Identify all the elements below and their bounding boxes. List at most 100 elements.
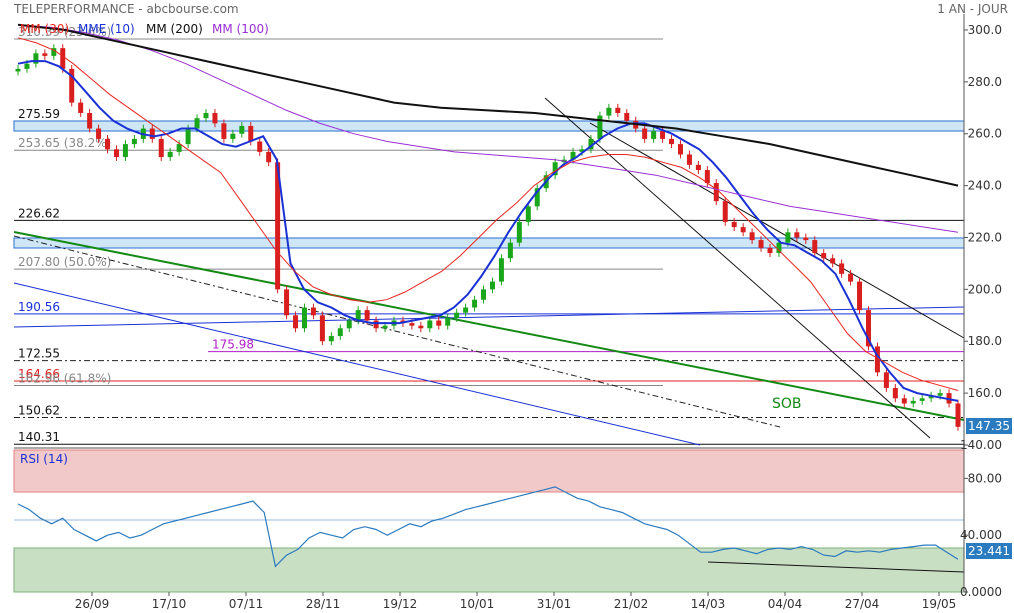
candle-body (686, 154, 692, 165)
candle-body (328, 336, 334, 342)
legend: MM (30) MME (10) MM (200) MM (100) (20, 22, 269, 36)
trendlines-layer (13, 97, 965, 573)
candle-body (96, 128, 102, 139)
price-tick-label: 220.0 (968, 230, 1002, 244)
rsi-oversold-zone (13, 547, 965, 593)
level-label: 207.80 (50.0%) (18, 255, 111, 269)
candle-body (570, 151, 576, 160)
candle-body (812, 240, 818, 254)
price-tick-label: 300.0 (968, 23, 1002, 37)
chart-title: TELEPERFORMANCE - abcbourse.com (13, 2, 239, 16)
x-tick-label: 19/12 (383, 597, 418, 611)
rsi-tick-label: 40.000 (960, 528, 1002, 542)
candle-body (239, 125, 245, 134)
candle-body (740, 227, 746, 233)
price-tick-label: 260.0 (968, 127, 1002, 141)
level-label: 164.66 (18, 367, 60, 381)
legend-mm30: MM (30) (20, 22, 69, 36)
ma-line (17, 60, 959, 402)
candle-body (883, 372, 889, 388)
candle-body (955, 403, 961, 427)
candle-body (167, 151, 173, 158)
candle-body (445, 317, 451, 326)
level-label: 275.59 (18, 107, 60, 121)
candle-body (113, 149, 119, 158)
candle-body (60, 48, 66, 69)
rsi-trendline (707, 561, 965, 573)
x-tick-label: 14/03 (691, 597, 726, 611)
candle-body (892, 387, 898, 399)
rsi-overbought-zone (13, 449, 965, 493)
candle-body (516, 221, 522, 243)
candle-body (15, 68, 21, 72)
candle-body (651, 131, 657, 139)
candle-body (203, 112, 209, 119)
level-label: 172.55 (18, 347, 60, 361)
candle-body (669, 138, 675, 145)
candle-body (24, 63, 30, 69)
candle-body (158, 138, 164, 158)
candle-body (928, 395, 934, 399)
candle-body (579, 149, 585, 152)
candle-body (355, 310, 361, 321)
x-tick-label: 10/01 (460, 597, 495, 611)
x-tick-label: 19/05 (922, 597, 957, 611)
candle-body (212, 112, 218, 124)
candle-body (615, 107, 621, 113)
candle-body (767, 247, 773, 254)
candle-body (588, 138, 594, 150)
candle-body (337, 328, 343, 337)
candle-body (301, 307, 307, 329)
x-tick-label: 26/09 (75, 597, 110, 611)
blue-horizontal-trendline (13, 306, 965, 328)
legend-mme10: MME (10) (78, 22, 135, 36)
last-price-bg (966, 418, 1012, 434)
candle-body (731, 221, 737, 228)
rsi-line (17, 486, 959, 568)
price-tick-label: 280.0 (968, 75, 1002, 89)
candle-body (221, 123, 227, 139)
x-tick-label: 31/01 (537, 597, 572, 611)
rsi-tick-label: 80.00 (968, 471, 1002, 485)
legend-mm100: MM (100) (212, 22, 269, 36)
axes-layer: 300.0 280.0 260.0 240.0 220.0 200.0 180.0 160.0… (14, 14, 1002, 611)
candle-body (597, 115, 603, 139)
candle-body (257, 141, 263, 152)
candle-body (122, 144, 128, 158)
candle-body (149, 128, 155, 139)
candle-body (131, 138, 137, 145)
level-label: 175.98 (212, 338, 254, 352)
price-tick-label: 200.0 (968, 282, 1002, 296)
candle-body (642, 128, 648, 139)
candle-body (427, 320, 433, 329)
candle-body (489, 281, 495, 290)
x-tick-label: 21/02 (614, 597, 649, 611)
rsi-title: RSI (14) (20, 452, 68, 466)
candle-body (472, 299, 478, 308)
candle-body (606, 107, 612, 116)
candle-body (660, 131, 666, 139)
candle-body (185, 128, 191, 145)
candle-body (284, 289, 290, 316)
resistance-zone (13, 120, 965, 132)
price-tick-label: 140.00 (960, 438, 1002, 452)
x-tick-label: 04/04 (768, 597, 803, 611)
candle-body (758, 240, 764, 248)
candle-body (373, 320, 379, 329)
moving-averages-layer (17, 23, 959, 402)
candle-body (722, 201, 728, 222)
candle-body (33, 53, 39, 64)
candle-body (874, 346, 880, 373)
candle-body (293, 315, 299, 329)
candle-body (481, 289, 487, 300)
price-tick-label: 240.0 (968, 179, 1002, 193)
candle-body (525, 206, 531, 222)
price-panel-bg (14, 14, 964, 448)
candle-body (919, 398, 925, 401)
blue-support-trendline (13, 282, 701, 446)
candle-body (848, 273, 854, 282)
ma-line (17, 37, 959, 391)
candle-body (319, 315, 325, 342)
